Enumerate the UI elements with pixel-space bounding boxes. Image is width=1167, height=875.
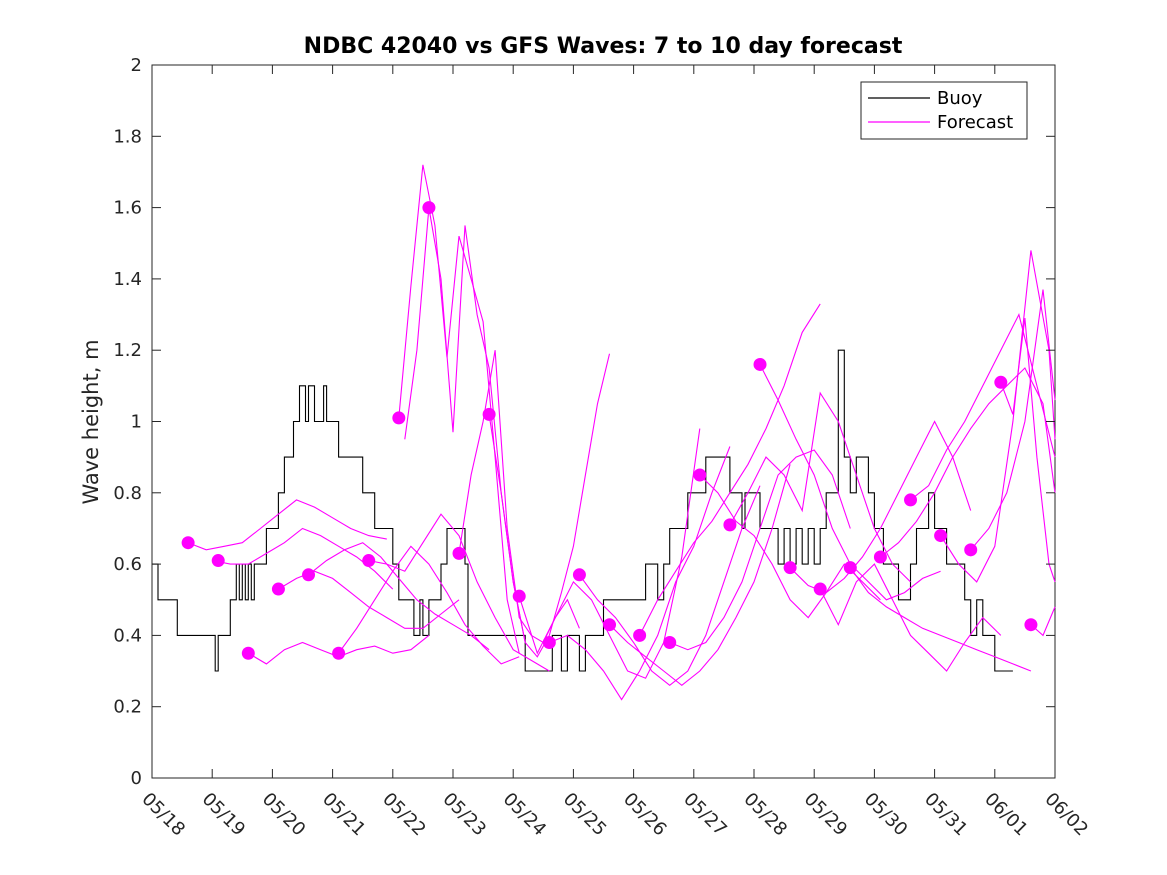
plot-area: [151, 64, 1056, 779]
forecast-marker: [332, 646, 346, 660]
y-tick-label: 0.2: [113, 697, 142, 718]
forecast-line: [398, 164, 520, 654]
forecast-marker: [603, 618, 617, 632]
forecast-markers: [181, 201, 1038, 660]
legend-label-forecast: Forecast: [937, 112, 1013, 133]
forecast-line: [639, 303, 821, 636]
y-tick-label: 0.8: [113, 483, 142, 504]
forecast-marker: [663, 636, 677, 650]
y-tick-label: 1.6: [113, 198, 142, 219]
forecast-line: [910, 313, 1056, 501]
forecast-marker: [723, 518, 737, 532]
forecast-line: [368, 513, 550, 672]
legend-box: [860, 81, 1028, 140]
forecast-marker: [542, 636, 556, 650]
forecast-series: [187, 164, 1056, 701]
forecast-marker: [934, 529, 948, 543]
forecast-marker: [302, 568, 316, 582]
forecast-marker: [873, 550, 887, 564]
forecast-marker: [633, 628, 647, 642]
y-tick-label: 1.2: [113, 340, 142, 361]
y-tick-label: 1: [131, 412, 142, 433]
forecast-line: [308, 542, 490, 651]
forecast-marker: [482, 407, 496, 421]
axes-box: [151, 64, 1056, 779]
y-tick-label: 0: [131, 768, 142, 789]
y-tick-label: 1.4: [113, 269, 142, 290]
forecast-marker: [964, 543, 978, 557]
forecast-line: [940, 250, 1056, 583]
forecast-line: [609, 464, 791, 687]
forecast-marker: [783, 561, 797, 575]
forecast-marker: [813, 582, 827, 596]
forecast-marker: [241, 646, 255, 660]
forecast-marker: [271, 582, 285, 596]
forecast-line: [488, 353, 611, 658]
forecast-line: [849, 567, 1032, 672]
forecast-line: [669, 449, 851, 651]
forecast-line: [578, 485, 761, 687]
forecast-marker: [211, 554, 225, 568]
forecast-marker: [181, 536, 195, 550]
y-tick-label: 0.4: [113, 625, 142, 646]
forecast-line: [187, 499, 387, 551]
y-axis: 0 0.2 0.4 0.6 0.8 1 1.2 1.4 1.6 1.8 2: [113, 55, 1055, 789]
forecast-marker: [392, 411, 406, 425]
forecast-marker: [693, 468, 707, 482]
legend-label-buoy: Buoy: [937, 88, 983, 109]
forecast-marker: [994, 375, 1008, 389]
forecast-marker: [753, 357, 767, 371]
y-tick-label: 0.6: [113, 554, 142, 575]
forecast-line: [518, 428, 701, 679]
forecast-marker: [843, 561, 857, 575]
y-tick-label: 2: [131, 55, 142, 76]
forecast-marker: [362, 554, 376, 568]
forecast-line: [458, 350, 580, 644]
forecast-marker: [904, 493, 918, 507]
forecast-line: [549, 446, 731, 701]
y-axis-label: Wave height, m: [79, 339, 103, 504]
forecast-marker: [572, 568, 586, 582]
forecast-line: [970, 289, 1056, 551]
legend: Buoy Forecast: [860, 81, 1028, 140]
forecast-marker: [512, 589, 526, 603]
forecast-line: [819, 563, 1002, 672]
forecast-marker: [422, 201, 436, 215]
forecast-line: [338, 545, 520, 665]
forecast-marker: [452, 546, 466, 560]
chart-title: NDBC 42040 vs GFS Waves: 7 to 10 day for…: [304, 34, 903, 59]
forecast-line: [1000, 318, 1056, 583]
forecast-line: [729, 391, 911, 583]
forecast-marker: [1024, 618, 1038, 632]
y-tick-label: 1.8: [113, 126, 142, 147]
